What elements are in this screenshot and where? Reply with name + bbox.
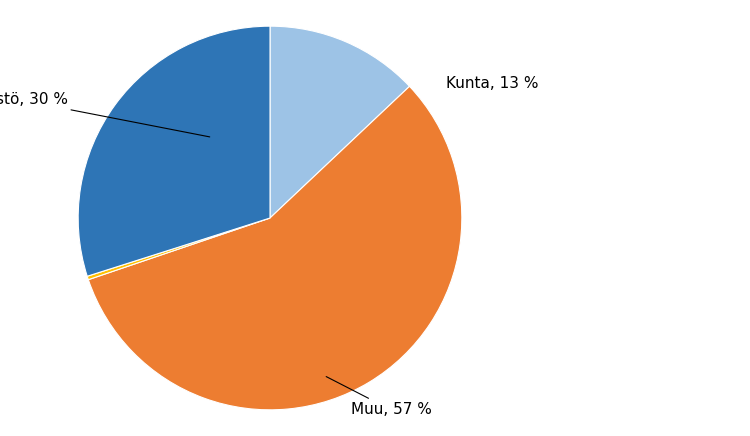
Text: Muu, 57 %: Muu, 57 % [326,377,431,417]
Wedge shape [270,26,410,218]
Wedge shape [87,218,270,279]
Text: Järjestö, 30 %: Järjestö, 30 % [0,92,210,137]
Wedge shape [88,86,462,410]
Wedge shape [78,26,270,276]
Text: Kunta, 13 %: Kunta, 13 % [446,76,539,91]
